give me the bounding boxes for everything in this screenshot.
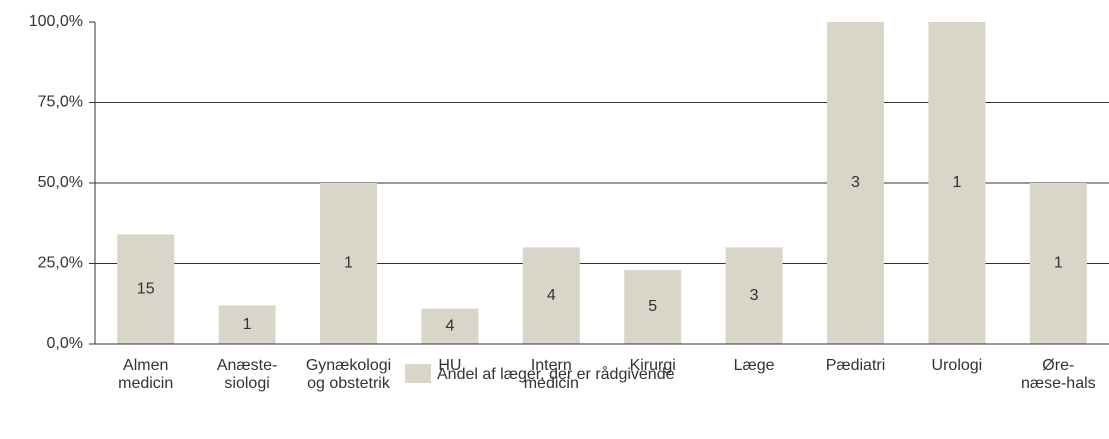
bar-label: 15 [137, 280, 155, 297]
bar-label: 5 [648, 298, 657, 315]
x-tick-label: siologi [224, 375, 269, 392]
y-tick-label: 0,0% [47, 335, 83, 352]
bar [522, 247, 580, 344]
bar [421, 308, 479, 344]
y-tick-label: 25,0% [38, 255, 83, 272]
y-tick-label: 75,0% [38, 94, 83, 111]
bar-label: 1 [1054, 255, 1063, 272]
y-tick-label: 100,0% [29, 13, 83, 30]
legend-swatch [405, 364, 431, 383]
x-tick-label: medicin [118, 375, 173, 392]
bar [320, 183, 377, 344]
bar [725, 247, 783, 344]
x-tick-label: Øre- [1042, 357, 1074, 374]
x-tick-label: Almen [123, 357, 168, 374]
bar [624, 269, 682, 344]
x-tick-label: Gynækologi [306, 357, 391, 374]
y-tick-label: 50,0% [38, 174, 83, 191]
bar [827, 22, 884, 344]
bar [117, 234, 175, 344]
bar [928, 22, 986, 344]
bar [1029, 183, 1087, 344]
bar-label: 1 [344, 255, 353, 272]
legend-label: Andel af læger, der er rådgivende [437, 365, 675, 383]
x-tick-label: Læge [734, 357, 775, 374]
x-tick-label: Urologi [932, 357, 983, 374]
bar-label: 3 [851, 174, 860, 191]
bar-label: 4 [445, 318, 454, 335]
x-tick-label: næse-hals [1021, 375, 1096, 392]
x-tick-label: Pædiatri [826, 357, 886, 374]
x-tick-label: Anæste- [217, 357, 277, 374]
bar-label: 1 [243, 316, 252, 333]
bar-label: 1 [952, 174, 961, 191]
bar-label: 4 [547, 287, 556, 304]
x-tick-label: HU [438, 357, 461, 374]
x-tick-label: Intern [531, 357, 572, 374]
bar-label: 3 [750, 287, 759, 304]
x-tick-label: og obstetrik [307, 375, 391, 392]
x-tick-label: medicin [524, 375, 579, 392]
x-tick-label: Kirurgi [630, 357, 676, 374]
bar [218, 305, 276, 344]
